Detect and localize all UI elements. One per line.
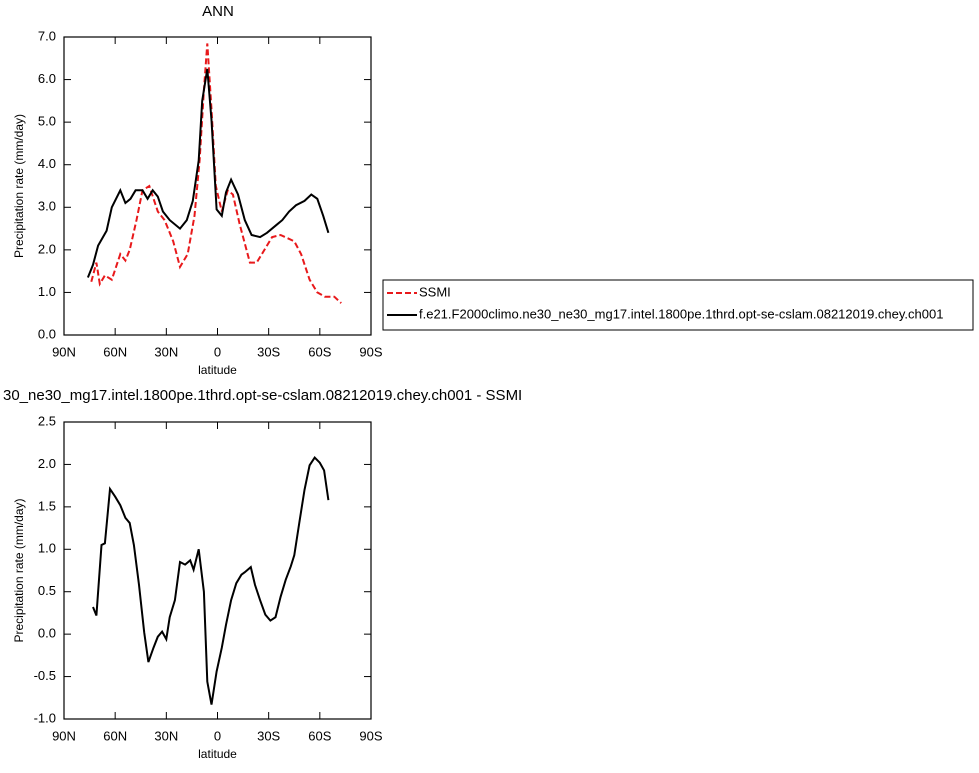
x-tick-label: 90N	[52, 344, 76, 359]
data-line	[90, 43, 342, 304]
plot-frame	[63, 36, 372, 336]
x-tick-label: 30N	[154, 344, 178, 359]
y-tick-label: 7.0	[38, 28, 56, 43]
y-tick-label: 1.0	[38, 284, 56, 299]
legend-box	[382, 279, 974, 331]
legend-label: SSMI	[419, 284, 451, 299]
data-line	[86, 68, 330, 278]
y-tick-label: -1.0	[34, 710, 56, 725]
x-tick-label: 60S	[308, 344, 331, 359]
legend-label: f.e21.F2000climo.ne30_ne30_mg17.intel.18…	[419, 306, 943, 321]
x-tick-label: 0	[214, 728, 221, 743]
chart-title: ANN	[202, 3, 234, 20]
y-tick-label: 0.5	[38, 583, 56, 598]
x-axis-label: latitude	[198, 363, 237, 377]
y-tick-label: 0.0	[38, 626, 56, 641]
y-axis-label: Precipitation rate (mm/day)	[12, 498, 26, 642]
x-axis-label: latitude	[198, 747, 237, 761]
y-tick-label: 1.5	[38, 498, 56, 513]
data-line	[92, 456, 330, 705]
y-axis-label: Precipitation rate (mm/day)	[12, 114, 26, 258]
y-tick-label: 5.0	[38, 114, 56, 129]
y-tick-label: 6.0	[38, 71, 56, 86]
x-tick-label: 90S	[359, 728, 382, 743]
x-tick-label: 30S	[257, 728, 280, 743]
y-tick-label: 3.0	[38, 199, 56, 214]
x-tick-label: 90N	[52, 728, 76, 743]
x-tick-label: 30N	[154, 728, 178, 743]
x-tick-label: 60S	[308, 728, 331, 743]
y-tick-label: 4.0	[38, 156, 56, 171]
y-tick-label: 2.0	[38, 456, 56, 471]
x-tick-label: 60N	[103, 344, 127, 359]
x-tick-label: 0	[214, 344, 221, 359]
y-tick-label: 1.0	[38, 541, 56, 556]
x-tick-label: 60N	[103, 728, 127, 743]
x-tick-label: 30S	[257, 344, 280, 359]
x-tick-label: 90S	[359, 344, 382, 359]
plot-frame	[63, 421, 372, 720]
chart-title: 30_ne30_mg17.intel.1800pe.1thrd.opt-se-c…	[3, 387, 522, 404]
y-tick-label: 2.5	[38, 413, 56, 428]
y-tick-label: 2.0	[38, 241, 56, 256]
y-tick-label: 0.0	[38, 326, 56, 341]
y-tick-label: -0.5	[34, 668, 56, 683]
